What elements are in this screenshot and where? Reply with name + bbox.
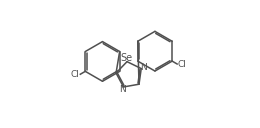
Text: N: N [140,63,147,72]
Text: Se: Se [120,54,133,63]
Text: N: N [119,85,126,94]
Text: Cl: Cl [71,70,80,79]
Text: Cl: Cl [178,60,187,68]
